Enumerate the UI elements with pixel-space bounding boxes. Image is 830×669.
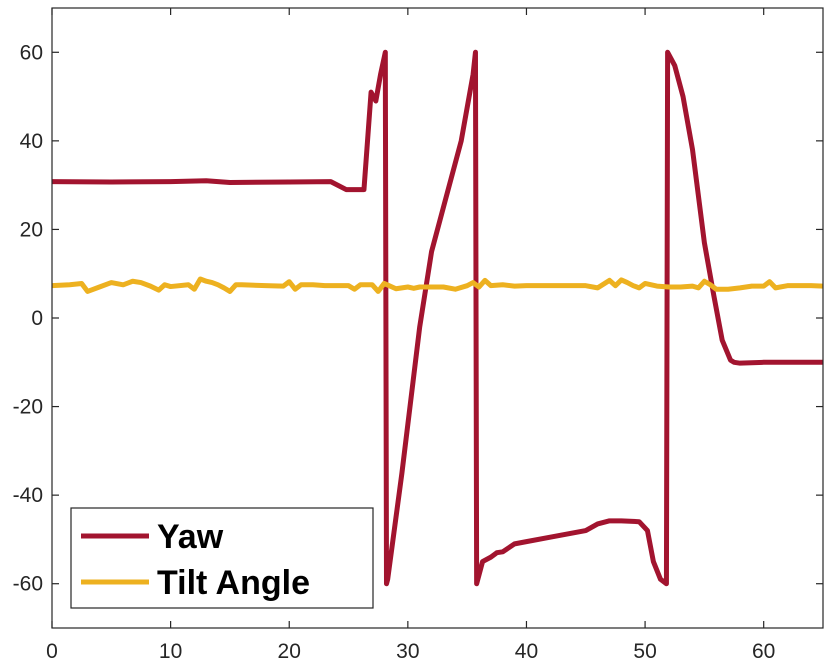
series-lines — [51, 49, 824, 587]
axis-ticks: 0 10 20 30 40 50 60 -60 -40 -20 0 20 40 60 — [13, 8, 823, 663]
y-tick-label: 0 — [31, 307, 43, 330]
x-tick-label: 50 — [633, 640, 656, 663]
legend-label: Tilt Angle — [157, 564, 310, 602]
x-tick-label: 10 — [159, 640, 182, 663]
y-tick-label: 60 — [20, 41, 43, 64]
series-line-tilt-angle — [51, 276, 824, 294]
series-line-yaw — [51, 49, 823, 587]
x-tick-label: 0 — [46, 640, 58, 663]
legend-box — [70, 507, 374, 609]
legend: Yaw Tilt Angle — [70, 507, 374, 609]
y-tick-label: 20 — [20, 218, 43, 241]
x-tick-label: 30 — [396, 640, 419, 663]
x-tick-label: 20 — [278, 640, 301, 663]
legend-label: Yaw — [157, 518, 224, 556]
x-tick-label: 40 — [515, 640, 538, 663]
y-tick-label: 40 — [20, 130, 43, 153]
x-tick-label: 60 — [752, 640, 775, 663]
y-tick-label: -40 — [13, 484, 43, 507]
y-tick-label: -20 — [13, 396, 43, 419]
y-tick-label: -60 — [13, 573, 43, 596]
